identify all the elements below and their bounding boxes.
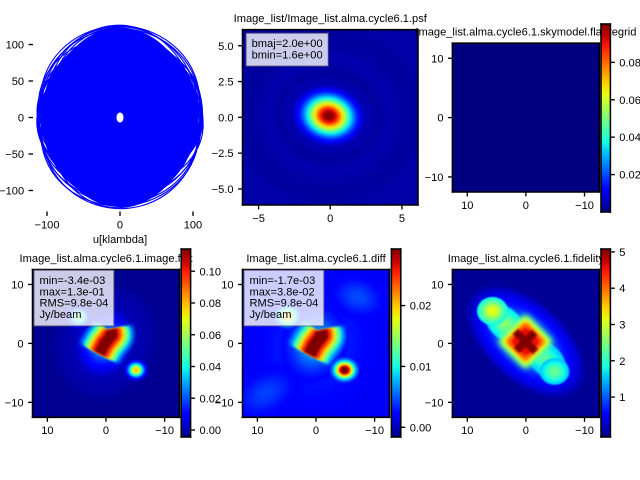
- svg-text:−2.5: −2.5: [212, 148, 234, 160]
- svg-text:10: 10: [41, 425, 53, 437]
- svg-text:−10: −10: [425, 397, 444, 409]
- svg-text:10: 10: [11, 279, 23, 291]
- svg-text:0.06: 0.06: [619, 95, 640, 107]
- svg-text:0.02: 0.02: [199, 393, 221, 405]
- svg-text:10: 10: [431, 53, 443, 65]
- svg-text:−5: −5: [252, 213, 265, 225]
- svg-text:0: 0: [437, 338, 443, 350]
- svg-text:0.0: 0.0: [218, 112, 233, 124]
- svg-text:−10: −10: [425, 172, 444, 184]
- svg-text:0: 0: [523, 200, 529, 212]
- svg-text:Image_list.alma.cycle6.1.diff: Image_list.alma.cycle6.1.diff: [246, 253, 386, 265]
- svg-text:0.08: 0.08: [199, 298, 221, 310]
- svg-text:10: 10: [431, 279, 443, 291]
- svg-text:4: 4: [619, 283, 625, 295]
- svg-text:−50: −50: [5, 149, 24, 161]
- svg-text:Image_list/Image_list.alma.cyc: Image_list/Image_list.alma.cycle6.1.psf: [234, 13, 428, 25]
- svg-text:10: 10: [251, 425, 263, 437]
- svg-text:0.01: 0.01: [410, 361, 432, 373]
- svg-text:max=3.8e-02: max=3.8e-02: [249, 286, 314, 298]
- svg-text:0: 0: [327, 213, 333, 225]
- svg-text:100: 100: [6, 40, 25, 52]
- svg-text:RMS=9.8e-04: RMS=9.8e-04: [39, 298, 108, 310]
- svg-text:100: 100: [184, 219, 203, 231]
- svg-text:−10: −10: [365, 425, 384, 437]
- svg-text:50: 50: [12, 76, 24, 88]
- svg-text:0: 0: [18, 113, 24, 125]
- svg-text:−5.0: −5.0: [212, 184, 234, 196]
- svg-text:−10: −10: [215, 397, 234, 409]
- svg-text:Image_list.alma.cycle6.1.image: Image_list.alma.cycle6.1.image.flat: [20, 253, 193, 265]
- svg-text:0.10: 0.10: [199, 266, 221, 278]
- svg-text:0.02: 0.02: [410, 301, 432, 313]
- svg-text:u[klambda]: u[klambda]: [93, 234, 147, 246]
- svg-text:2: 2: [619, 356, 625, 368]
- svg-text:5: 5: [399, 213, 405, 225]
- svg-text:0.00: 0.00: [199, 425, 221, 437]
- svg-text:Jy/beam: Jy/beam: [39, 309, 81, 321]
- svg-text:Image_list.alma.cycle6.1.skymo: Image_list.alma.cycle6.1.skymodel.flat.r…: [415, 27, 636, 39]
- svg-text:5: 5: [619, 247, 625, 259]
- svg-text:0: 0: [117, 219, 123, 231]
- svg-text:Image_list.alma.cycle6.1.fidel: Image_list.alma.cycle6.1.fidelity: [448, 253, 605, 265]
- svg-text:0: 0: [437, 113, 443, 125]
- svg-text:max=1.3e-01: max=1.3e-01: [39, 286, 104, 298]
- svg-text:0: 0: [523, 425, 529, 437]
- svg-text:10: 10: [461, 425, 473, 437]
- svg-text:2.5: 2.5: [218, 77, 233, 89]
- svg-text:Jy/beam: Jy/beam: [249, 309, 291, 321]
- svg-text:RMS=9.8e-04: RMS=9.8e-04: [249, 298, 318, 310]
- svg-text:3: 3: [619, 320, 625, 332]
- svg-text:−10: −10: [575, 200, 594, 212]
- svg-text:10: 10: [221, 279, 233, 291]
- svg-text:0.04: 0.04: [199, 362, 221, 374]
- svg-text:0: 0: [17, 338, 23, 350]
- svg-text:5.0: 5.0: [218, 41, 233, 53]
- svg-text:1: 1: [619, 392, 625, 404]
- svg-text:−100: −100: [34, 219, 59, 231]
- svg-text:0.02: 0.02: [619, 170, 640, 182]
- svg-text:min=-1.7e-03: min=-1.7e-03: [249, 275, 315, 287]
- svg-text:−10: −10: [575, 425, 594, 437]
- svg-text:0.00: 0.00: [410, 422, 432, 434]
- svg-text:bmaj=2.0e+00: bmaj=2.0e+00: [252, 38, 323, 50]
- svg-text:−10: −10: [5, 397, 24, 409]
- svg-text:0.06: 0.06: [199, 330, 221, 342]
- svg-text:0: 0: [227, 338, 233, 350]
- svg-text:min=-3.4e-03: min=-3.4e-03: [39, 275, 105, 287]
- svg-text:−10: −10: [155, 425, 174, 437]
- svg-text:bmin=1.6e+00: bmin=1.6e+00: [252, 49, 323, 61]
- svg-text:0: 0: [313, 425, 319, 437]
- svg-text:0: 0: [103, 425, 109, 437]
- svg-text:10: 10: [461, 200, 473, 212]
- svg-text:0.04: 0.04: [619, 132, 640, 144]
- svg-text:−100: −100: [0, 186, 24, 198]
- svg-text:0.08: 0.08: [619, 57, 640, 69]
